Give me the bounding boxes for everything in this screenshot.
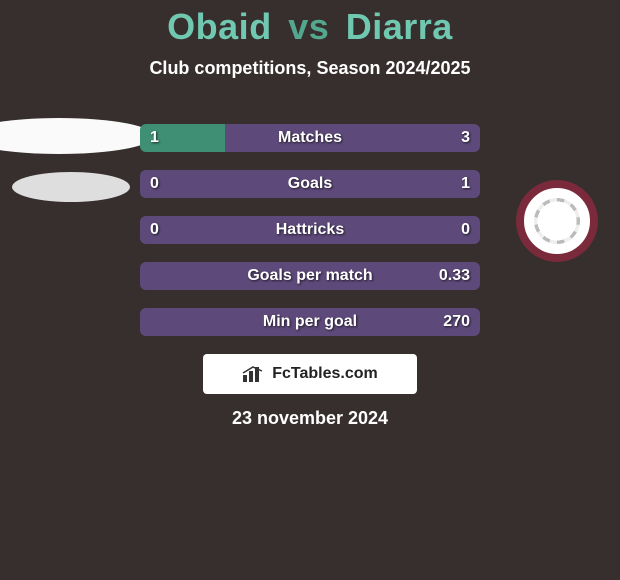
- stat-row: 0Hattricks0: [140, 216, 480, 244]
- stat-value-right: 270: [443, 308, 470, 336]
- stat-label: Goals: [140, 170, 480, 198]
- page-title: Obaid vs Diarra: [0, 6, 620, 48]
- subtitle: Club competitions, Season 2024/2025: [0, 58, 620, 79]
- stat-label: Hattricks: [140, 216, 480, 244]
- stat-row: Min per goal270: [140, 308, 480, 336]
- stat-row: Goals per match0.33: [140, 262, 480, 290]
- right-club-badge: [516, 180, 598, 262]
- stat-value-right: 0.33: [439, 262, 470, 290]
- brand-text: FcTables.com: [272, 365, 378, 383]
- left-club-ellipse-1: [0, 118, 154, 154]
- stat-row: 1Matches3: [140, 124, 480, 152]
- stat-label: Matches: [140, 124, 480, 152]
- player2-name: Diarra: [346, 6, 453, 47]
- title-vs: vs: [288, 6, 329, 47]
- stat-value-right: 0: [461, 216, 470, 244]
- stat-bars: 1Matches30Goals10Hattricks0Goals per mat…: [140, 124, 480, 354]
- player1-name: Obaid: [167, 6, 272, 47]
- left-club-ellipse-2: [12, 172, 130, 202]
- stat-row: 0Goals1: [140, 170, 480, 198]
- stat-label: Min per goal: [140, 308, 480, 336]
- club-crest-icon: [534, 198, 580, 244]
- comparison-card: Obaid vs Diarra Club competitions, Seaso…: [0, 0, 620, 580]
- stat-value-right: 3: [461, 124, 470, 152]
- brand-badge[interactable]: FcTables.com: [203, 354, 417, 394]
- stat-value-right: 1: [461, 170, 470, 198]
- footer-date: 23 november 2024: [0, 408, 620, 429]
- bar-chart-icon: [242, 365, 266, 383]
- stat-label: Goals per match: [140, 262, 480, 290]
